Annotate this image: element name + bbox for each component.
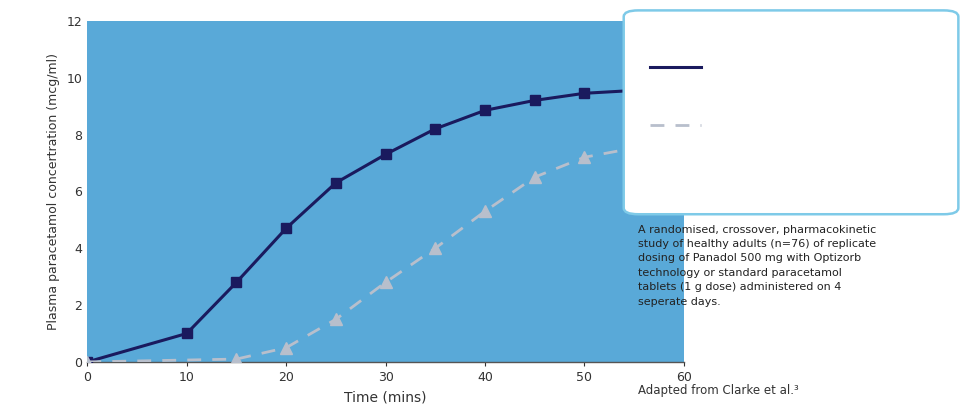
Text: Panadol Advance®: Panadol Advance® [710, 50, 843, 63]
Text: Standard Paracetamol (SP): Standard Paracetamol (SP) [710, 118, 901, 131]
Text: A randomised, crossover, pharmacokinetic
study of healthy adults (n=76) of repli: A randomised, crossover, pharmacokinetic… [638, 225, 876, 307]
Text: (Panadol 500 mg): (Panadol 500 mg) [710, 64, 811, 74]
X-axis label: Time (mins): Time (mins) [344, 391, 426, 405]
Y-axis label: Plasma paracetamol concertration (mcg/ml): Plasma paracetamol concertration (mcg/ml… [47, 53, 59, 330]
Text: Adapted from Clarke et al.³: Adapted from Clarke et al.³ [638, 384, 798, 397]
